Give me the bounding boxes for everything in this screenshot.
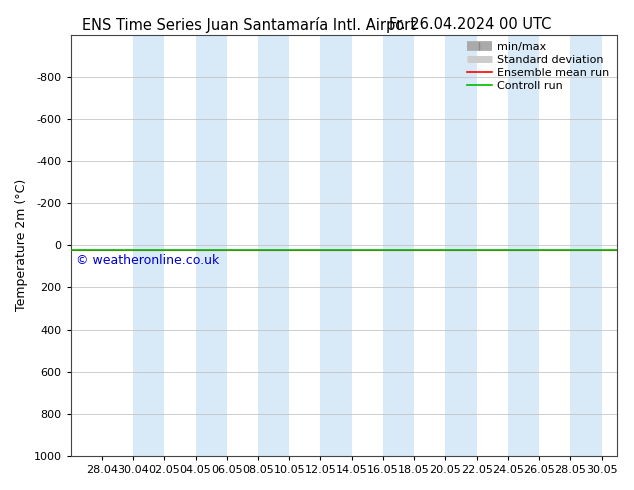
- Bar: [258, 35, 289, 456]
- Bar: [195, 35, 227, 456]
- Text: ENS Time Series Juan Santamaría Intl. Airport: ENS Time Series Juan Santamaría Intl. Ai…: [82, 17, 417, 33]
- Bar: [446, 35, 477, 456]
- Bar: [383, 35, 414, 456]
- Text: © weatheronline.co.uk: © weatheronline.co.uk: [76, 254, 219, 267]
- Bar: [571, 35, 602, 456]
- Y-axis label: Temperature 2m (°C): Temperature 2m (°C): [15, 179, 28, 312]
- Legend: min/max, Standard deviation, Ensemble mean run, Controll run: min/max, Standard deviation, Ensemble me…: [465, 40, 612, 93]
- Bar: [508, 35, 539, 456]
- Text: Fr. 26.04.2024 00 UTC: Fr. 26.04.2024 00 UTC: [389, 17, 552, 32]
- Bar: [320, 35, 352, 456]
- Bar: [133, 35, 164, 456]
